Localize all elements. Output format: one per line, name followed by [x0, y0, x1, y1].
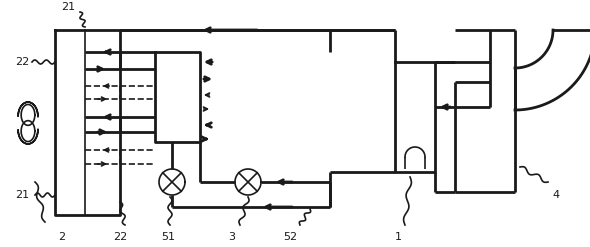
- Text: 4: 4: [552, 190, 559, 200]
- Text: 51: 51: [161, 232, 175, 242]
- Text: 3: 3: [228, 232, 235, 242]
- Text: 22: 22: [15, 57, 29, 67]
- Text: 22: 22: [113, 232, 127, 242]
- Text: 1: 1: [395, 232, 402, 242]
- Text: 21: 21: [15, 190, 29, 200]
- Text: 52: 52: [283, 232, 297, 242]
- Text: 21: 21: [61, 2, 75, 12]
- Text: 2: 2: [58, 232, 65, 242]
